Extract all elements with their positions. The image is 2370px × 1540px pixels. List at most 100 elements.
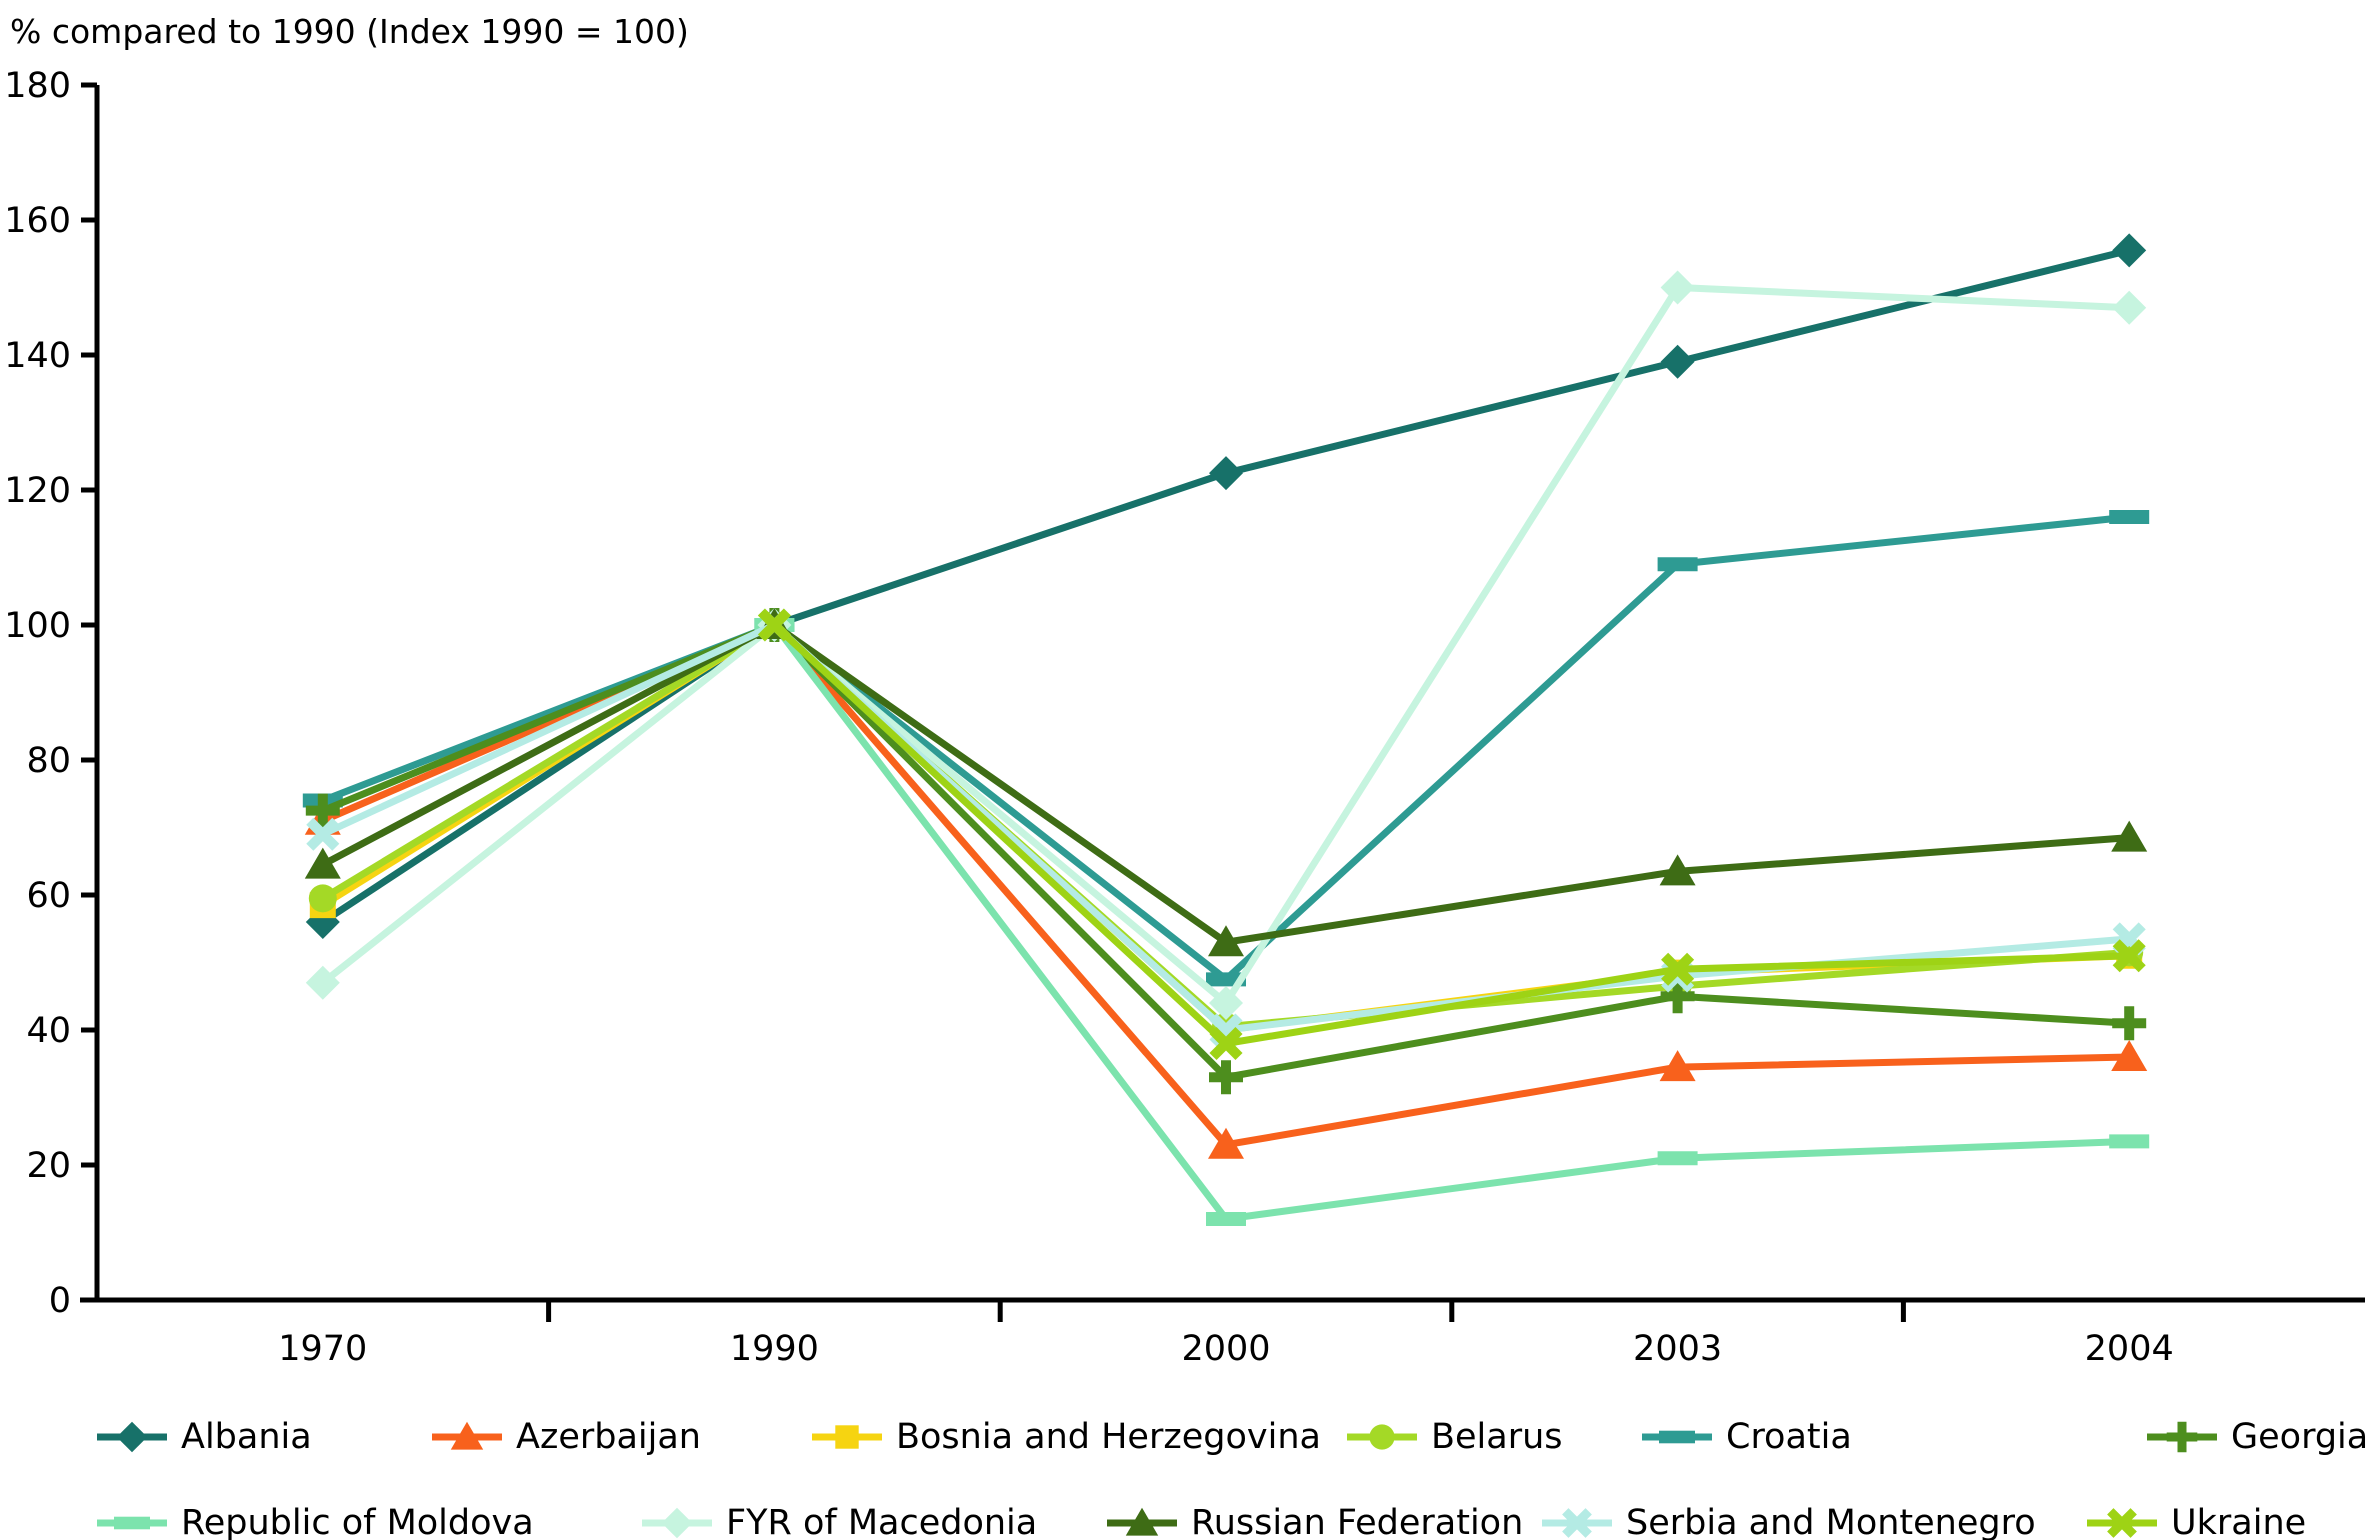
series-marker-dash [1657, 1151, 1698, 1166]
series-marker-x [1209, 1026, 1243, 1061]
series-marker-diamond [116, 1421, 148, 1453]
legend-item-fyr-of-macedonia: FYR of Macedonia [640, 1501, 1037, 1540]
legend-marker-ukraine [2087, 1508, 2157, 1538]
series-line-albania [320, 246, 2131, 925]
legend-marker-azerbaijan [432, 1421, 502, 1450]
line-chart: 0 20 40 60 80 100 120 140 160 180 1970 1990 2000 2003… [4, 66, 2365, 1369]
series-marker-triangle [2111, 820, 2148, 852]
series-marker-diamond [2112, 233, 2147, 268]
legend-marker-fyr-of-macedonia [642, 1507, 712, 1539]
series-marker-circle [308, 884, 337, 913]
series-marker-dash [1659, 1430, 1695, 1444]
series-marker-dash [2109, 510, 2150, 524]
legend-label: Republic of Moldova [181, 1503, 534, 1540]
series-marker-triangle [450, 1421, 484, 1450]
legend-item-serbia-and-montenegro: Serbia and Montenegro [1540, 1501, 2036, 1540]
y-tick-label: 60 [26, 876, 71, 916]
series-marker-plus [2112, 1006, 2147, 1041]
series-marker-dash [2109, 1134, 2150, 1149]
series-marker-x [2107, 1508, 2137, 1538]
legend-item-russian-federation: Russian Federation [1105, 1501, 1523, 1540]
y-tick-label: 180 [4, 66, 71, 106]
series-marker-triangle [1208, 1127, 1244, 1159]
legend-item-bosnia-and-herzegovina: Bosnia and Herzegovina [810, 1415, 1321, 1459]
legend-label: Azerbaijan [516, 1417, 701, 1457]
series-marker-plus [305, 793, 340, 828]
series-marker-diamond [661, 1507, 693, 1539]
series-marker-x [1661, 952, 1695, 986]
series-line-fyr-of-macedonia [320, 283, 2130, 1009]
series-line-russian-federation [321, 620, 2130, 946]
series-marker-x [306, 817, 340, 851]
y-tick-label: 100 [4, 606, 71, 646]
series-marker-diamond [2112, 290, 2147, 325]
x-tick-label: 1970 [278, 1329, 367, 1369]
legend-marker-georgia [2147, 1421, 2217, 1453]
series-marker-circle [1369, 1424, 1395, 1450]
series-line-republic-of-moldova [771, 622, 2130, 1223]
y-tick-label: 40 [26, 1011, 71, 1051]
series-marker-plus [1209, 1060, 1243, 1095]
legend-item-ukraine: Ukraine [2085, 1501, 2306, 1540]
x-tick-label: 2004 [2085, 1329, 2174, 1369]
series-georgia [305, 608, 2147, 1095]
series-marker-dash [1206, 1212, 1246, 1226]
legend-label: Belarus [1431, 1417, 1563, 1457]
legend-label: Albania [181, 1417, 312, 1457]
series-marker-dash [1657, 557, 1698, 572]
y-tick-label: 160 [4, 201, 71, 241]
legend-marker-russian-federation [1107, 1507, 1177, 1536]
series-marker-triangle [1659, 854, 1696, 886]
legend-marker-bosnia-and-herzegovina [812, 1425, 882, 1449]
legend-label: Ukraine [2171, 1503, 2307, 1540]
series-marker-x [757, 608, 791, 642]
legend-item-georgia: Georgia [2145, 1415, 2368, 1459]
series-marker-plus [1660, 979, 1695, 1014]
legend-marker-serbia-and-montenegro [1542, 1508, 1612, 1538]
legend-marker-belarus [1347, 1424, 1417, 1450]
legend-marker-croatia [1642, 1430, 1712, 1444]
legend-item-belarus: Belarus [1345, 1415, 1563, 1459]
series-marker-diamond [305, 965, 340, 1000]
legend-marker-republic-of-moldova [97, 1516, 167, 1530]
series-marker-diamond [1209, 456, 1243, 491]
series-marker-diamond [1660, 270, 1695, 305]
y-tick-label: 140 [4, 336, 71, 376]
series-fyr-of-macedonia [305, 270, 2147, 1020]
legend-item-albania: Albania [95, 1415, 312, 1459]
x-tick-label: 2000 [1181, 1329, 1270, 1369]
legend-item-republic-of-moldova: Republic of Moldova [95, 1501, 534, 1540]
series-republic-of-moldova [754, 618, 2150, 1226]
series-marker-triangle [1659, 1050, 1696, 1082]
series-marker-x [2112, 939, 2146, 973]
series-marker-x [1562, 1508, 1592, 1538]
legend-item-azerbaijan: Azerbaijan [430, 1415, 701, 1459]
y-tick-label: 120 [4, 471, 71, 511]
y-tick-label: 20 [26, 1146, 71, 1186]
series-albania [305, 233, 2147, 939]
series-marker-dash [114, 1516, 150, 1530]
legend-marker-albania [97, 1421, 167, 1453]
legend-label: Croatia [1726, 1417, 1852, 1457]
series-ukraine [757, 608, 2146, 1061]
series-marker-plus [2166, 1421, 2198, 1453]
series-marker-diamond [1209, 986, 1243, 1020]
legend-item-croatia: Croatia [1640, 1415, 1852, 1459]
series-marker-triangle [304, 847, 341, 879]
chart-title: % compared to 1990 (Index 1990 = 100) [10, 12, 689, 51]
x-tick-label: 1990 [730, 1329, 819, 1369]
series-marker-square [835, 1425, 859, 1449]
series-marker-triangle [1125, 1507, 1159, 1536]
y-tick-label: 0 [49, 1281, 71, 1321]
series-marker-triangle [2111, 1040, 2148, 1071]
series-line-ukraine [772, 622, 2130, 1048]
legend-label: Russian Federation [1191, 1503, 1524, 1540]
series-marker-diamond [1660, 344, 1695, 379]
legend-label: Bosnia and Herzegovina [896, 1417, 1321, 1457]
legend-label: Serbia and Montenegro [1626, 1503, 2036, 1540]
x-tick-label: 2003 [1633, 1329, 1722, 1369]
legend-label: FYR of Macedonia [726, 1503, 1038, 1540]
y-tick-label: 80 [26, 741, 71, 781]
series-marker-triangle [1208, 925, 1244, 957]
